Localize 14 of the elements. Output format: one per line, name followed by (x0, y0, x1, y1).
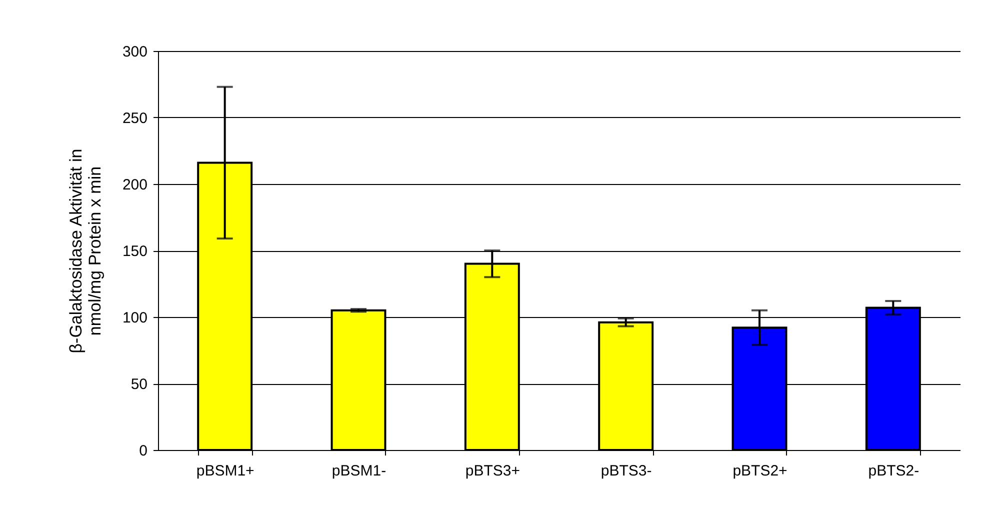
y-tick-label: 200 (122, 176, 148, 194)
y-tick-label: 150 (122, 243, 148, 260)
y-tick-label: 300 (122, 44, 148, 60)
x-tick-label: pBTS3- (600, 462, 652, 480)
y-tick-label: 250 (122, 110, 148, 127)
x-tick-label: pBTS2+ (732, 462, 788, 480)
y-axis-title: β-Galaktosidase Aktivität in nmol/mg Protein x min (66, 148, 104, 354)
x-tick-label: pBSM1- (332, 462, 386, 480)
x-tick-label: pBTS2- (868, 462, 920, 480)
x-tick-label: pBSM1+ (196, 462, 255, 480)
y-tick-label: 50 (130, 376, 148, 393)
y-tick-label: 0 (139, 442, 148, 460)
y-tick-label: 100 (122, 310, 148, 326)
x-tick-label: pBTS3+ (465, 462, 520, 480)
